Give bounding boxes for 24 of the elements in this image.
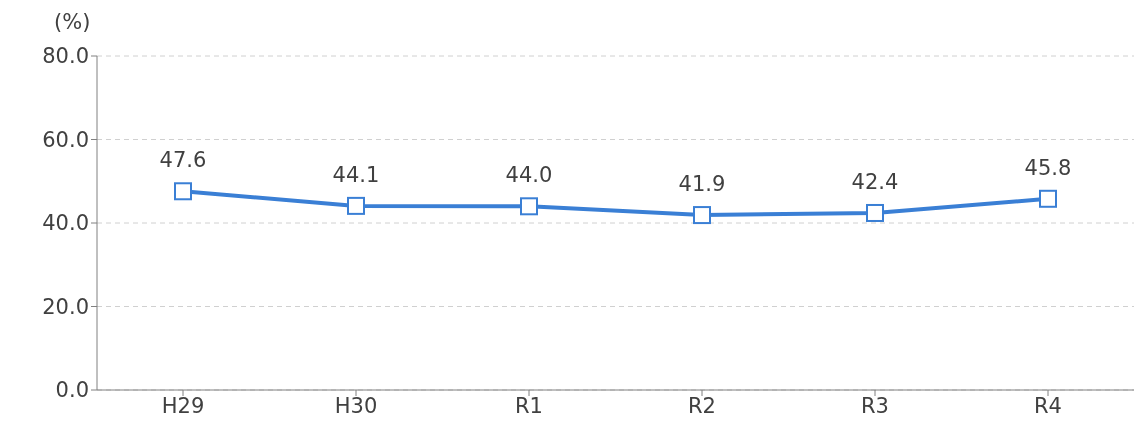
- y-tick-label: 20.0: [42, 294, 89, 319]
- y-axis-title: (%): [54, 10, 91, 34]
- data-label: 42.4: [851, 169, 899, 194]
- point: [174, 182, 192, 201]
- data-label: 41.9: [678, 172, 726, 197]
- point: [347, 196, 365, 215]
- point: [1039, 189, 1057, 208]
- x-tick-label: R2: [688, 393, 716, 418]
- x-tick-label: R4: [1034, 393, 1062, 418]
- point: [693, 206, 711, 225]
- x-tick-label: H29: [161, 393, 205, 418]
- x-tick-label: H30: [334, 393, 378, 418]
- data-label: 45.8: [1024, 155, 1072, 180]
- y-tick-label: 60.0: [42, 127, 89, 152]
- point: [520, 197, 538, 216]
- point: [866, 203, 884, 222]
- x-tick-label: R1: [515, 393, 543, 418]
- y-tick-label: 80.0: [42, 44, 89, 69]
- y-tick-label: 40.0: [42, 211, 89, 236]
- x-tick-label: R3: [861, 393, 889, 418]
- data-label: 44.0: [505, 163, 553, 188]
- y-tick-label: 0.0: [55, 378, 89, 403]
- data-label: 47.6: [159, 148, 207, 173]
- data-label: 44.1: [332, 162, 380, 187]
